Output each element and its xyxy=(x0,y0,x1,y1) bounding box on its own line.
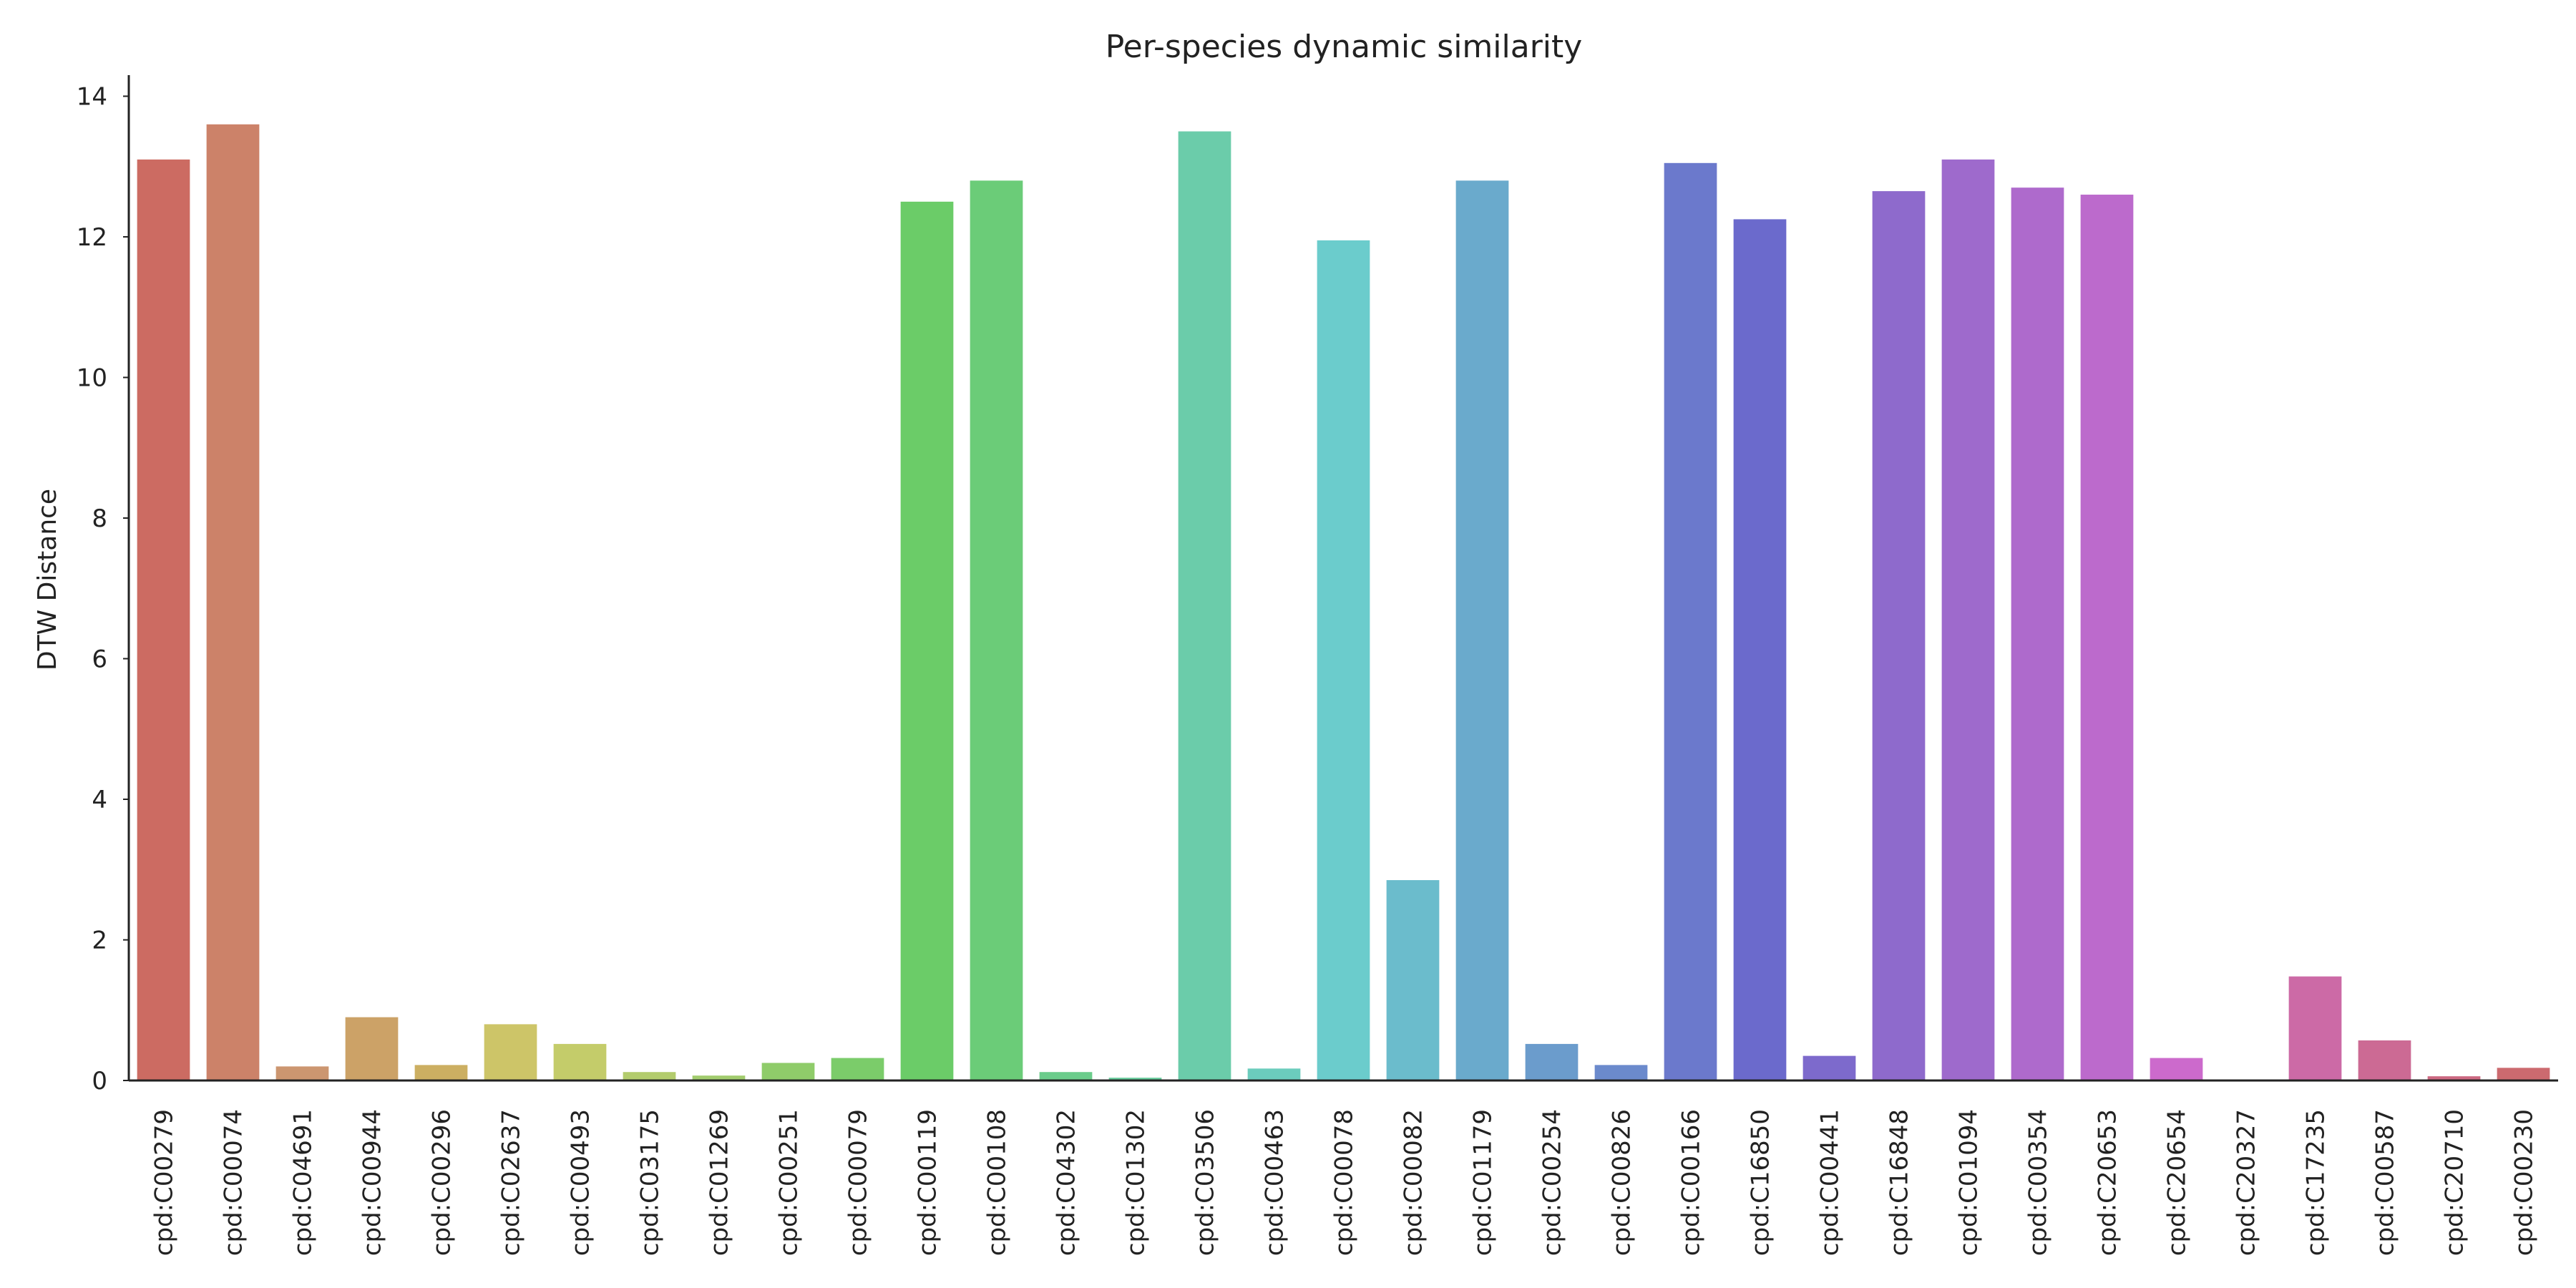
x-tick-label: cpd:C02637 xyxy=(497,1109,526,1256)
bar-cpd-c00279 xyxy=(137,159,190,1080)
x-tick-label: cpd:C01269 xyxy=(706,1109,734,1256)
x-tick-label: cpd:C01094 xyxy=(1955,1109,1984,1256)
x-tick-label: cpd:C01302 xyxy=(1122,1109,1151,1256)
x-tick-label: cpd:C00230 xyxy=(2510,1109,2539,1256)
bar-cpd-c17235 xyxy=(2288,976,2342,1080)
bar-cpd-c16850 xyxy=(1733,219,1787,1080)
bar-cpd-c03175 xyxy=(623,1072,676,1080)
y-tick-label: 8 xyxy=(92,504,107,533)
x-tick-label: cpd:C20654 xyxy=(2163,1109,2192,1256)
bar-cpd-c01269 xyxy=(692,1075,746,1080)
bar-cpd-c03506 xyxy=(1178,131,1231,1081)
bar-cpd-c16848 xyxy=(1872,191,1926,1080)
x-tick-label: cpd:C00074 xyxy=(220,1109,248,1256)
x-tick-label: cpd:C01179 xyxy=(1469,1109,1498,1256)
y-tick-label: 10 xyxy=(77,364,107,392)
chart-title: Per-species dynamic similarity xyxy=(1106,29,1583,65)
bar-cpd-c20710 xyxy=(2427,1076,2481,1080)
bar-cpd-c00354 xyxy=(2011,187,2064,1081)
x-tick-label: cpd:C16848 xyxy=(1885,1109,1914,1256)
bar-cpd-c00082 xyxy=(1386,879,1440,1080)
x-tick-label: cpd:C00082 xyxy=(1400,1109,1428,1256)
bar-cpd-c00119 xyxy=(900,201,954,1081)
bar-cpd-c20654 xyxy=(2150,1058,2203,1080)
y-tick-label: 12 xyxy=(77,223,107,252)
y-axis: 0 2 4 6 8 10 12 14 xyxy=(77,75,130,1096)
bar-cpd-c00944 xyxy=(345,1017,399,1080)
bar-cpd-c01302 xyxy=(1108,1078,1162,1080)
bar-cpd-c00441 xyxy=(1802,1055,1856,1080)
x-tick-label: cpd:C00441 xyxy=(1816,1109,1845,1256)
bar-cpd-c00296 xyxy=(414,1065,468,1080)
x-tick-label: cpd:C16850 xyxy=(1747,1109,1775,1256)
y-tick-label: 14 xyxy=(77,82,107,111)
x-tick-label: cpd:C00251 xyxy=(775,1109,804,1256)
bar-cpd-c00826 xyxy=(1594,1065,1648,1080)
x-tick-label: cpd:C00108 xyxy=(983,1109,1012,1256)
x-tick-label: cpd:C20327 xyxy=(2233,1109,2261,1256)
bars-group xyxy=(137,124,2550,1081)
y-tick-label: 2 xyxy=(92,926,107,955)
x-tick-label: cpd:C00296 xyxy=(428,1109,457,1256)
bar-cpd-c02637 xyxy=(484,1024,537,1080)
x-tick-label: cpd:C04302 xyxy=(1053,1109,1081,1256)
bar-cpd-c00230 xyxy=(2497,1068,2550,1080)
x-tick-label: cpd:C20710 xyxy=(2441,1109,2469,1256)
x-tick-label: cpd:C20653 xyxy=(2094,1109,2122,1256)
x-tick-label: cpd:C00826 xyxy=(1608,1109,1636,1256)
x-tick-label: cpd:C00166 xyxy=(1677,1109,1706,1256)
y-tick-label: 0 xyxy=(92,1067,107,1096)
bar-cpd-c01179 xyxy=(1455,180,1509,1080)
bar-cpd-c00587 xyxy=(2358,1040,2411,1080)
bar-cpd-c00074 xyxy=(206,124,260,1080)
x-tick-label: cpd:C00119 xyxy=(914,1109,942,1256)
y-axis-label: DTW Distance xyxy=(33,489,62,670)
x-tick-label: cpd:C03506 xyxy=(1191,1109,1220,1256)
y-tick-label: 4 xyxy=(92,786,107,814)
x-tick-label: cpd:C00254 xyxy=(1538,1109,1567,1256)
x-tick-label: cpd:C00354 xyxy=(2024,1109,2053,1256)
bar-cpd-c00254 xyxy=(1525,1043,1579,1080)
bar-cpd-c00166 xyxy=(1664,162,1717,1080)
x-tick-label: cpd:C00078 xyxy=(1330,1109,1359,1256)
bar-cpd-c00493 xyxy=(553,1043,607,1080)
x-tick-label: cpd:C00493 xyxy=(567,1109,595,1256)
bar-cpd-c00251 xyxy=(761,1063,815,1080)
x-tick-label: cpd:C00463 xyxy=(1261,1109,1289,1256)
y-tick-label: 6 xyxy=(92,645,107,673)
bar-cpd-c00108 xyxy=(970,180,1023,1080)
x-tick-label: cpd:C00587 xyxy=(2371,1109,2400,1256)
x-tick-label: cpd:C00944 xyxy=(358,1109,387,1256)
x-tick-label: cpd:C00079 xyxy=(844,1109,873,1256)
x-tick-label: cpd:C00279 xyxy=(150,1109,179,1256)
bar-cpd-c01094 xyxy=(1941,159,1995,1080)
x-tick-label: cpd:C03175 xyxy=(636,1109,665,1256)
bar-cpd-c00078 xyxy=(1317,240,1370,1080)
x-axis: cpd:C00279 cpd:C00074 cpd:C04691 cpd:C00944… xyxy=(129,1079,2558,1256)
x-tick-label: cpd:C17235 xyxy=(2302,1109,2331,1256)
bar-cpd-c04691 xyxy=(275,1066,329,1080)
x-tick-label: cpd:C04691 xyxy=(289,1109,318,1256)
bar-cpd-c00079 xyxy=(831,1058,884,1080)
bar-cpd-c20653 xyxy=(2080,195,2134,1080)
bar-cpd-c04302 xyxy=(1039,1072,1093,1080)
bar-cpd-c00463 xyxy=(1247,1068,1301,1080)
